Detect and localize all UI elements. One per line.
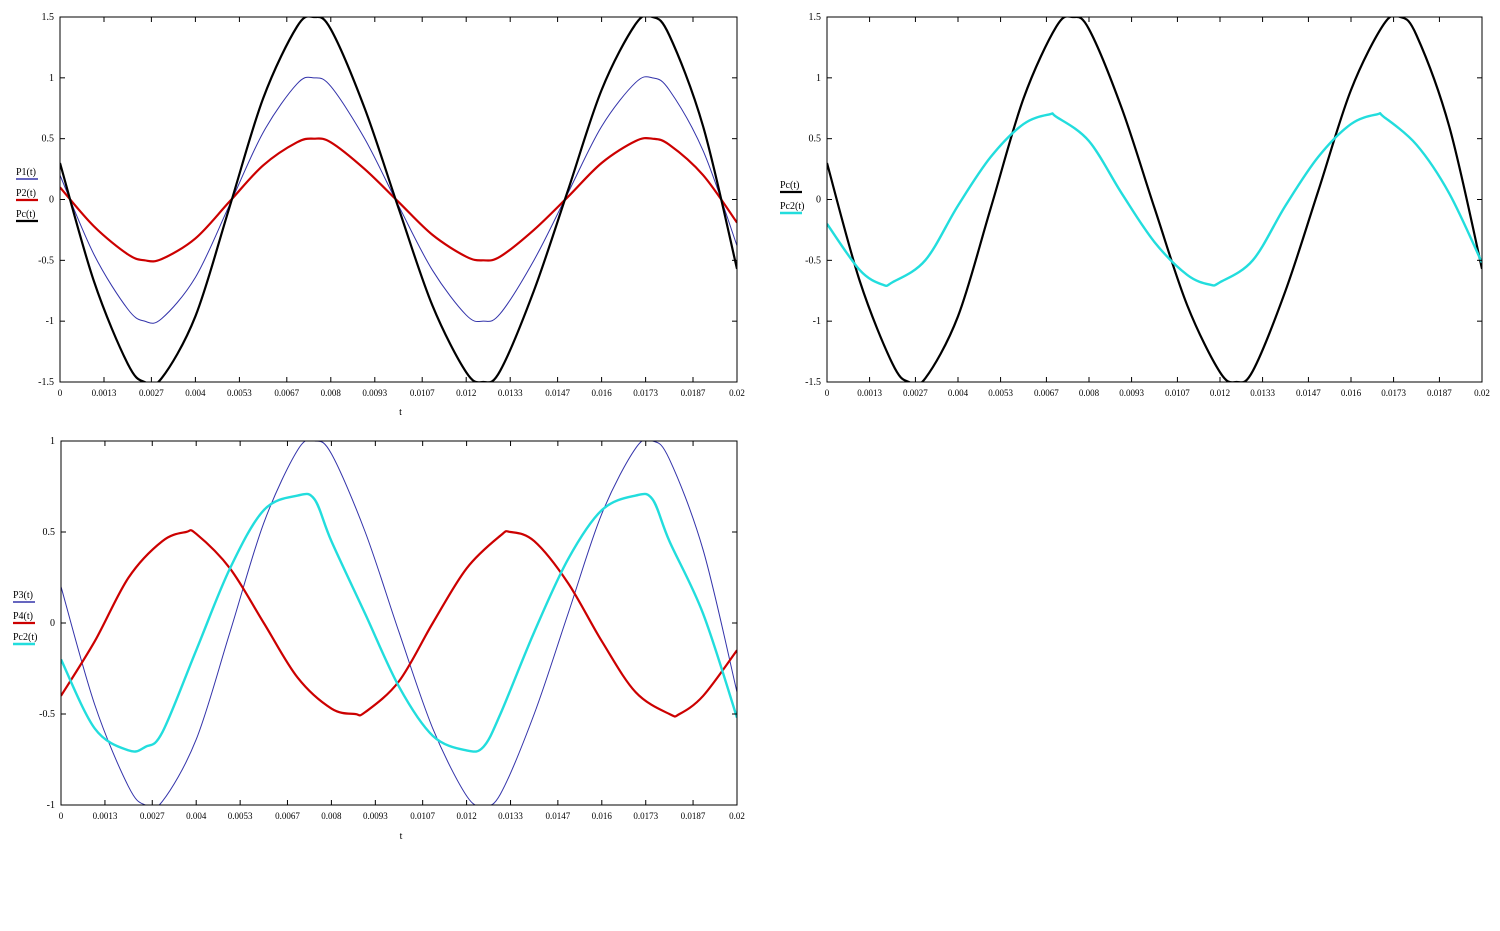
x-tick-label: 0.0173 bbox=[633, 388, 658, 398]
chart-panel-p1-p2-pc: 1.5 1 0.5 0 -0.5 -1 -1.5 0 0.0013 0.0027 0.004 0.00… bbox=[0, 0, 760, 425]
plot-frame bbox=[826, 16, 1483, 383]
chart-svg: 1 0.5 0 -0.5 -1 0 0.0013 0.0027 0.004 0.0053 0.006… bbox=[13, 436, 745, 842]
x-tick-label: 0.012 bbox=[1210, 388, 1230, 398]
chart-svg: 1.5 1 0.5 0 -0.5 -1 -1.5 0 0.0013 0.0027 0.004 0.00… bbox=[780, 12, 1490, 398]
x-tick-label: 0.0147 bbox=[545, 388, 570, 398]
x-tick-label: 0.008 bbox=[321, 811, 342, 821]
y-tick-label: 1.5 bbox=[809, 12, 822, 23]
x-tick-label: 0.0053 bbox=[988, 388, 1013, 398]
chart-panel-pc-pc2: 1.5 1 0.5 0 -0.5 -1 -1.5 0 0.0013 0.0027 0.004 0.00… bbox=[760, 0, 1500, 425]
series-line-Pct bbox=[827, 17, 1482, 382]
series-line-P2t bbox=[60, 136, 737, 263]
y-tick-label: -1.5 bbox=[38, 377, 54, 388]
y-tick-label: -0.5 bbox=[805, 255, 821, 266]
x-tick-label: 0.0053 bbox=[228, 811, 253, 821]
x-tick-label: 0.0067 bbox=[274, 388, 299, 398]
x-tick-label: 0.016 bbox=[591, 388, 612, 398]
x-tick-label: 0.0093 bbox=[363, 811, 388, 821]
y-tick-label: 0 bbox=[50, 618, 55, 629]
x-tick-label: 0.016 bbox=[1341, 388, 1362, 398]
legend-label: Pc2(t) bbox=[13, 632, 37, 643]
legend-label: Pc(t) bbox=[780, 180, 799, 191]
plot-frame bbox=[59, 16, 738, 383]
x-tick-label: 0.016 bbox=[592, 811, 613, 821]
y-tick-label: 0.5 bbox=[43, 527, 56, 538]
plot-area bbox=[60, 17, 737, 382]
y-tick-label: 1 bbox=[49, 73, 54, 84]
x-tick-label: 0.02 bbox=[1474, 388, 1490, 398]
x-tick-label: 0.0013 bbox=[92, 388, 117, 398]
x-tick-label: 0 bbox=[825, 388, 830, 398]
x-tick-label: 0.0093 bbox=[1119, 388, 1144, 398]
x-tick-label: 0.0053 bbox=[227, 388, 252, 398]
x-tick-label: 0.0093 bbox=[362, 388, 387, 398]
x-tick-label: 0.008 bbox=[1079, 388, 1100, 398]
x-tick-label: 0.0133 bbox=[498, 388, 523, 398]
x-tick-label: 0.0173 bbox=[633, 811, 658, 821]
y-tick-label: 1 bbox=[50, 436, 55, 447]
plot-area bbox=[827, 17, 1482, 382]
x-tick-label: 0.0027 bbox=[139, 388, 164, 398]
x-axis-label: t bbox=[400, 831, 403, 842]
x-tick-label: 0.0067 bbox=[1034, 388, 1059, 398]
legend-label: Pc(t) bbox=[16, 209, 35, 220]
y-tick-label: 1.5 bbox=[42, 12, 55, 23]
legend-label: P3(t) bbox=[13, 590, 33, 601]
y-tick-label: 1 bbox=[816, 73, 821, 84]
series-line-P1t bbox=[60, 76, 737, 324]
legend-label: P2(t) bbox=[16, 188, 36, 199]
y-tick-label: 0.5 bbox=[42, 134, 55, 145]
x-tick-label: 0.0187 bbox=[681, 811, 706, 821]
x-tick-label: 0.0133 bbox=[498, 811, 523, 821]
y-tick-label: -1.5 bbox=[805, 377, 821, 388]
x-tick-label: 0.004 bbox=[948, 388, 969, 398]
x-tick-label: 0.0027 bbox=[903, 388, 928, 398]
y-tick-label: -0.5 bbox=[39, 709, 55, 720]
x-tick-label: 0.0147 bbox=[1296, 388, 1321, 398]
chart-svg: 1.5 1 0.5 0 -0.5 -1 -1.5 0 0.0013 0.0027 0.004 0.00… bbox=[16, 12, 745, 418]
x-tick-label: 0.0187 bbox=[681, 388, 706, 398]
x-tick-label: 0.0013 bbox=[93, 811, 118, 821]
y-tick-label: -0.5 bbox=[38, 255, 54, 266]
x-tick-label: 0 bbox=[59, 811, 64, 821]
x-tick-label: 0.0067 bbox=[275, 811, 300, 821]
y-tick-label: -1 bbox=[47, 800, 55, 811]
x-tick-label: 0.02 bbox=[729, 388, 745, 398]
x-tick-label: 0.0107 bbox=[410, 388, 435, 398]
x-tick-label: 0.0133 bbox=[1250, 388, 1275, 398]
x-tick-label: 0.0107 bbox=[410, 811, 435, 821]
plot-area bbox=[61, 441, 737, 805]
x-tick-label: 0.008 bbox=[321, 388, 342, 398]
chart-panel-p3-p4-pc2: 1 0.5 0 -0.5 -1 0 0.0013 0.0027 0.004 0.0053 0.006… bbox=[0, 425, 760, 855]
x-tick-label: 0.02 bbox=[729, 811, 745, 821]
x-tick-label: 0.012 bbox=[456, 388, 476, 398]
x-tick-label: 0.004 bbox=[185, 388, 206, 398]
legend-label: P4(t) bbox=[13, 611, 33, 622]
x-tick-label: 0.012 bbox=[456, 811, 476, 821]
x-tick-label: 0.0013 bbox=[857, 388, 882, 398]
y-tick-label: 0.5 bbox=[809, 134, 822, 145]
y-tick-label: 0 bbox=[49, 195, 54, 206]
x-tick-label: 0.0027 bbox=[140, 811, 165, 821]
x-tick-label: 0.0173 bbox=[1381, 388, 1406, 398]
x-tick-label: 0.0147 bbox=[545, 811, 570, 821]
legend-label: Pc2(t) bbox=[780, 201, 804, 212]
x-tick-label: 0 bbox=[58, 388, 63, 398]
series-line-Pc2t bbox=[827, 111, 1482, 288]
x-axis-label: t bbox=[399, 407, 402, 418]
x-tick-label: 0.0187 bbox=[1427, 388, 1452, 398]
y-tick-label: -1 bbox=[813, 316, 821, 327]
x-tick-label: 0.004 bbox=[186, 811, 207, 821]
series-line-P4t bbox=[61, 529, 737, 718]
legend-label: P1(t) bbox=[16, 167, 36, 178]
series-line-Pct bbox=[60, 17, 737, 382]
series-line-Pc2t bbox=[61, 492, 737, 753]
y-tick-label: -1 bbox=[46, 316, 54, 327]
y-tick-label: 0 bbox=[816, 195, 821, 206]
x-tick-label: 0.0107 bbox=[1165, 388, 1190, 398]
series-line-P3t bbox=[61, 441, 737, 805]
